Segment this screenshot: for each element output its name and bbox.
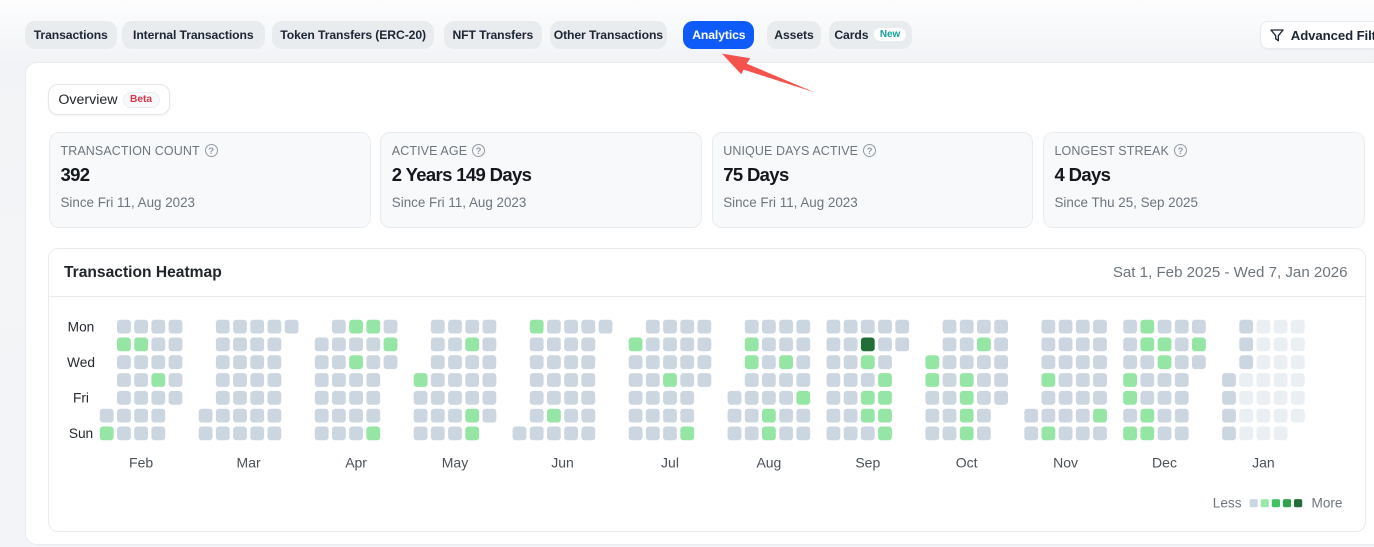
svg-text:Oct: Oct (956, 454, 978, 470)
svg-text:Jan: Jan (1252, 454, 1275, 470)
svg-text:Jul: Jul (661, 454, 679, 470)
svg-text:Mar: Mar (237, 454, 261, 470)
svg-text:May: May (442, 454, 468, 470)
svg-text:Less: Less (1213, 495, 1242, 510)
svg-text:Feb: Feb (129, 454, 153, 470)
svg-text:Jun: Jun (551, 454, 574, 470)
svg-text:More: More (1312, 495, 1343, 510)
svg-text:Dec: Dec (1152, 454, 1177, 470)
svg-text:Nov: Nov (1053, 454, 1078, 470)
svg-text:Sun: Sun (69, 426, 93, 441)
svg-text:Wed: Wed (67, 355, 95, 370)
svg-text:Apr: Apr (345, 454, 367, 470)
svg-text:Mon: Mon (68, 319, 95, 334)
svg-text:Fri: Fri (73, 390, 89, 405)
svg-text:Aug: Aug (756, 454, 781, 470)
svg-text:Sep: Sep (855, 454, 880, 470)
